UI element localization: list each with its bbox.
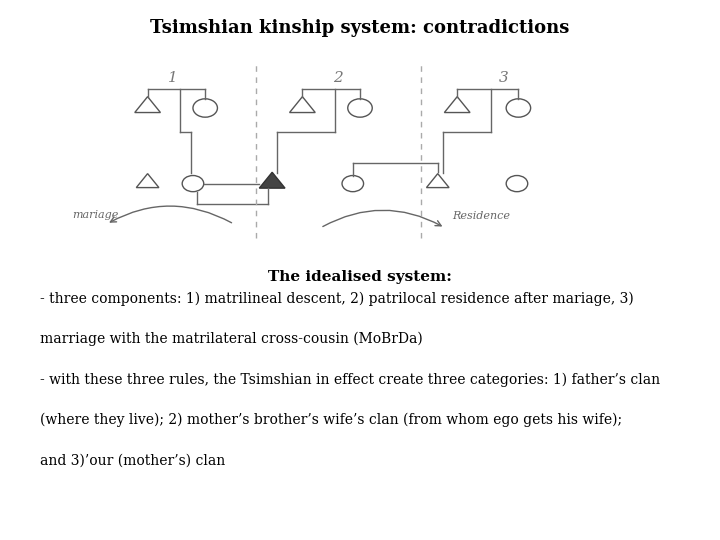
- Text: 3: 3: [499, 71, 509, 85]
- Text: Residence: Residence: [452, 211, 510, 221]
- Text: 1: 1: [168, 71, 178, 85]
- Text: marriage with the matrilateral cross-cousin (MoBrDa): marriage with the matrilateral cross-cou…: [40, 332, 423, 347]
- Text: - three components: 1) matrilineal descent, 2) patrilocal residence after mariag: - three components: 1) matrilineal desce…: [40, 292, 634, 306]
- Text: (where they live); 2) mother’s brother’s wife’s clan (from whom ego gets his wif: (where they live); 2) mother’s brother’s…: [40, 413, 622, 428]
- Text: 2: 2: [333, 71, 343, 85]
- Text: - with these three rules, the Tsimshian in effect create three categories: 1) fa: - with these three rules, the Tsimshian …: [40, 373, 660, 387]
- Text: mariage: mariage: [72, 210, 118, 220]
- Text: and 3)’our (mother’s) clan: and 3)’our (mother’s) clan: [40, 454, 225, 468]
- Text: The idealised system:: The idealised system:: [268, 270, 452, 284]
- Text: Tsimshian kinship system: contradictions: Tsimshian kinship system: contradictions: [150, 19, 570, 37]
- Polygon shape: [259, 172, 285, 188]
